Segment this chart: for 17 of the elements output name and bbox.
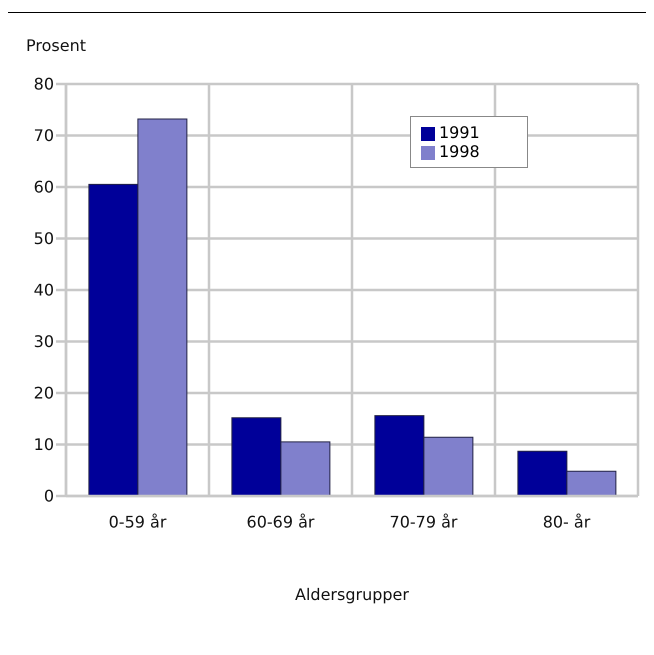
y-tick-label: 30 [34,332,54,352]
x-tick-label: 70-79 år [390,512,458,532]
legend-label: 1998 [439,142,480,161]
legend-label: 1991 [439,123,480,142]
y-tick-label: 50 [34,229,54,248]
x-tick-label: 0-59 år [108,512,167,532]
y-axis-title: Prosent [26,36,86,55]
x-tick-label: 80- år [542,512,591,532]
y-tick-label: 40 [34,280,54,300]
y-tick-label: 10 [34,435,54,454]
y-tick-label: 0 [44,486,54,506]
y-tick-label: 80 [34,74,54,94]
y-tick-label: 20 [34,384,54,403]
y-tick-label: 70 [34,126,54,146]
y-tick-label: 60 [34,178,54,197]
x-tick-label: 60-69 år [246,512,315,532]
x-axis-title: Aldersgrupper [294,585,410,604]
